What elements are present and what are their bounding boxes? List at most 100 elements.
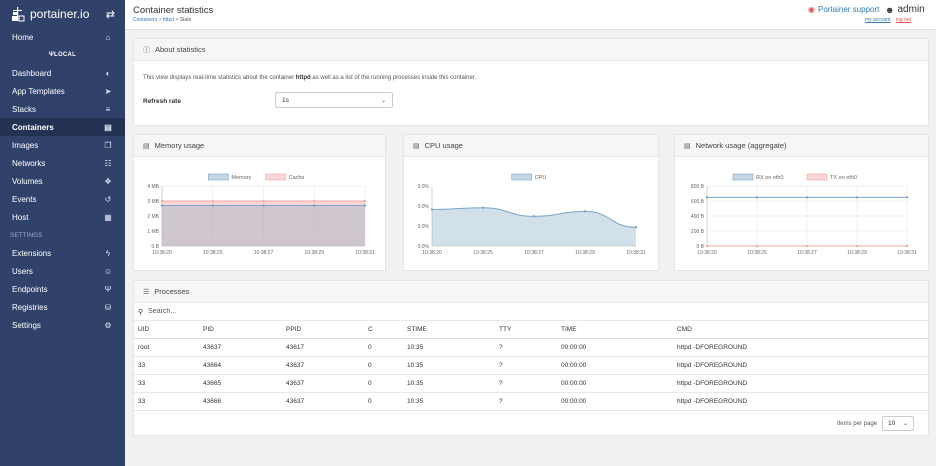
items-per-page-select[interactable]: 10 ⌄ bbox=[882, 416, 914, 431]
sidebar-item-registries[interactable]: Registries ⛁ bbox=[0, 298, 125, 316]
cogs-icon: ⚙ bbox=[104, 320, 112, 330]
data-point bbox=[211, 204, 214, 207]
legend-label: TX on eth0 bbox=[830, 175, 857, 181]
processes-panel: ☰ Processes ⚲ UIDPIDPPIDCSTIMETTYTIMECMD… bbox=[133, 280, 929, 436]
rocket-icon: ➤ bbox=[104, 86, 112, 96]
x-tick-label: 10:38:25 bbox=[473, 250, 493, 256]
refresh-rate-select[interactable]: 1s ⌄ bbox=[275, 92, 393, 108]
sidebar-item-settings[interactable]: Settings ⚙ bbox=[0, 316, 125, 334]
area-chart-icon: ▤ bbox=[413, 142, 420, 150]
y-tick-label: 4 MB bbox=[147, 184, 159, 190]
cell-tty: ? bbox=[495, 392, 557, 411]
column-header-pid[interactable]: PID bbox=[199, 321, 282, 339]
legend-label: Memory bbox=[231, 175, 251, 181]
sidebar-section-settings: SETTINGS bbox=[10, 231, 43, 239]
sidebar-item-events[interactable]: Events ↺ bbox=[0, 190, 125, 208]
data-point bbox=[905, 244, 909, 248]
about-text-prefix: This view displays real-time statistics … bbox=[143, 75, 296, 81]
column-header-cmd[interactable]: CMD bbox=[673, 321, 928, 339]
sidebar-item-images[interactable]: Images ❐ bbox=[0, 136, 125, 154]
column-header-stime[interactable]: STIME bbox=[403, 321, 495, 339]
series-area-memory bbox=[162, 205, 365, 246]
sidebar-item-users[interactable]: Users ☺ bbox=[0, 262, 125, 280]
sidebar-item-networks[interactable]: Networks ☷ bbox=[0, 154, 125, 172]
cpu-usage-panel: ▤ CPU usage CPU 0.0% 0.0% 0.0% 0.0% 10:38:20 1… bbox=[403, 134, 659, 271]
column-header-ppid[interactable]: PPID bbox=[282, 321, 364, 339]
tachometer-icon: ◐ bbox=[105, 68, 111, 78]
log-out-link[interactable]: log out bbox=[895, 17, 911, 23]
y-tick-label: 0.0% bbox=[418, 184, 430, 190]
table-row: 33 43666 43637 0 10:35? 00:00:00 httpd -DFOREG… bbox=[134, 392, 928, 411]
refresh-rate-value: 1s bbox=[282, 96, 289, 104]
server-icon: ▤ bbox=[104, 122, 112, 132]
brand[interactable]: portainer.io ⇄ bbox=[0, 0, 125, 28]
cell-ppid: 43637 bbox=[282, 392, 364, 411]
data-point bbox=[211, 199, 214, 203]
sidebar-item-home[interactable]: Home ⌂ bbox=[0, 28, 125, 46]
sidebar-item-host[interactable]: Host ▦ bbox=[0, 208, 125, 226]
series-area-cache bbox=[162, 201, 365, 246]
clone-icon: ❐ bbox=[104, 140, 112, 150]
swap-endpoint-icon[interactable]: ⇄ bbox=[105, 8, 115, 21]
table-row: 33 43664 43637 0 10:35? 00:00:00 httpd -DFOREG… bbox=[134, 356, 928, 375]
plug-icon: Ψ bbox=[48, 52, 54, 58]
info-circle-icon: ⓘ bbox=[143, 46, 150, 54]
sidebar-item-stacks[interactable]: Stacks ≡ bbox=[0, 100, 125, 118]
cell-ppid: 43637 bbox=[282, 356, 364, 375]
x-tick-label: 10:38:27 bbox=[524, 250, 544, 256]
chevron-down-icon: ⌄ bbox=[902, 421, 908, 427]
data-point bbox=[755, 196, 759, 199]
th-list-icon: ≡ bbox=[105, 104, 111, 114]
data-point bbox=[905, 196, 909, 199]
column-header-uid[interactable]: UID bbox=[134, 321, 199, 339]
cell-pid: 43666 bbox=[199, 392, 282, 411]
header: Container statistics Containers > httpd … bbox=[125, 0, 936, 30]
breadcrumb-httpd[interactable]: httpd bbox=[162, 17, 175, 23]
cell-time: 00:00:00 bbox=[557, 374, 673, 393]
search-input[interactable] bbox=[148, 308, 449, 315]
about-statistics-header: ⓘ About statistics bbox=[134, 39, 928, 61]
database-icon: ⛁ bbox=[104, 302, 112, 312]
y-tick-label: 0 B bbox=[696, 244, 704, 250]
data-point bbox=[634, 226, 638, 229]
support-icon: ◉ bbox=[808, 5, 815, 14]
breadcrumb-containers[interactable]: Containers bbox=[133, 17, 158, 23]
cell-cmd: httpd -DFOREGROUND bbox=[673, 356, 928, 375]
sidebar-item-label: Home bbox=[12, 32, 34, 42]
sidebar-item-extensions[interactable]: Extensions ϟ bbox=[0, 244, 125, 262]
cell-pid: 43637 bbox=[199, 338, 282, 357]
chevron-down-icon: ⌄ bbox=[380, 97, 386, 104]
sidebar-item-label: Extensions bbox=[12, 248, 52, 258]
sidebar-item-volumes[interactable]: Volumes ❖ bbox=[0, 172, 125, 190]
about-container-name: httpd bbox=[295, 75, 311, 81]
my-account-link[interactable]: my account bbox=[865, 17, 891, 23]
support-label: Portainer support bbox=[817, 5, 880, 14]
pagination-controls: Items per page 10 ⌄ bbox=[837, 416, 914, 431]
sidebar-item-label: Containers bbox=[12, 122, 54, 132]
data-point bbox=[481, 206, 485, 209]
y-tick-label: 400 B bbox=[691, 214, 705, 220]
sidebar-item-dashboard[interactable]: Dashboard ◐ bbox=[0, 64, 125, 82]
area-chart-icon: ▤ bbox=[684, 142, 691, 150]
sidebar: portainer.io ⇄ Home ⌂ Ψ LOCAL Dashboard ◐ App… bbox=[0, 0, 125, 466]
cell-uid: 33 bbox=[134, 356, 199, 375]
column-header-c[interactable]: C bbox=[364, 321, 403, 339]
x-tick-label: 10:38:27 bbox=[797, 250, 817, 256]
column-header-time[interactable]: TIME bbox=[557, 321, 673, 339]
y-tick-label: 1 MB bbox=[147, 229, 159, 235]
sidebar-item-app-templates[interactable]: App Templates ➤ bbox=[0, 82, 125, 100]
sidebar-item-endpoints[interactable]: Endpoints Ψ bbox=[0, 280, 125, 298]
table-header-row: UID PID PPID C STIME TTY TIME CMD bbox=[134, 321, 928, 339]
items-per-page-label: Items per page bbox=[836, 420, 877, 427]
cell-stime: 10:35 bbox=[403, 374, 495, 393]
support-link[interactable]: ◉ Portainer support bbox=[808, 5, 879, 14]
sidebar-item-containers[interactable]: Containers ▤ bbox=[0, 118, 125, 136]
data-point bbox=[855, 244, 859, 248]
legend-swatch bbox=[265, 173, 286, 181]
column-header-tty[interactable]: TTY bbox=[495, 321, 557, 339]
sidebar-item-label: Registries bbox=[12, 302, 48, 312]
y-tick-label: 0.0% bbox=[418, 224, 430, 230]
cell-cmd: httpd -DFOREGROUND bbox=[673, 392, 928, 411]
network-usage-chart: RX on eth0 TX on eth0 800 B 600 B 400 B 200 B… bbox=[691, 173, 917, 256]
cell-uid: 33 bbox=[134, 374, 199, 393]
